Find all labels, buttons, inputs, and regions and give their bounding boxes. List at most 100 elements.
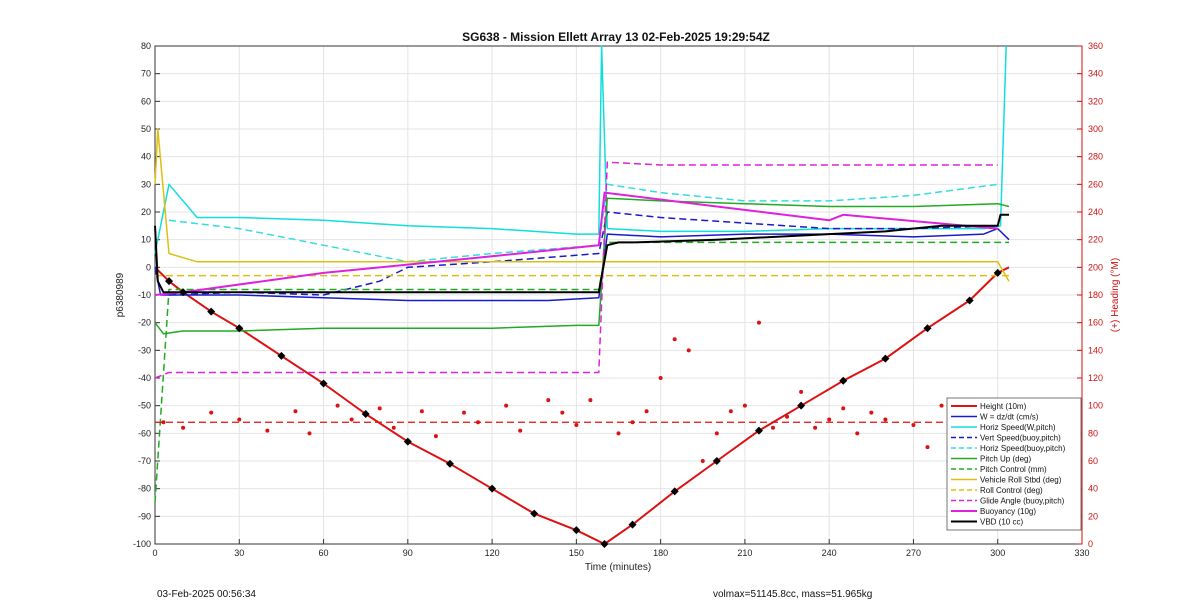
y2-tick-label: 20 <box>1088 511 1098 521</box>
heading-point <box>588 398 593 403</box>
heading-point <box>293 409 298 414</box>
series-line-7 <box>154 128 1010 282</box>
height-marker <box>712 457 721 465</box>
heading-point <box>644 409 649 414</box>
heading-point <box>560 410 565 415</box>
y-tick-label: -80 <box>138 484 151 494</box>
x-tick-label: 120 <box>485 548 500 558</box>
x-tick-label: 60 <box>319 548 329 558</box>
y-ticks: -100-90-80-70-60-50-40-30-20-10010203040… <box>133 41 160 549</box>
heading-point <box>799 389 804 394</box>
legend-label-7: Vehicle Roll Stbd (deg) <box>980 476 1062 485</box>
x-tick-label: 0 <box>152 548 157 558</box>
height-marker <box>445 459 454 468</box>
heading-point <box>504 403 509 408</box>
heading-point <box>546 398 551 403</box>
legend-label-5: Pitch Up (deg) <box>980 455 1031 464</box>
y-axis-label: p6380989 <box>115 272 126 317</box>
y2-tick-label: 200 <box>1088 262 1103 272</box>
height-marker <box>488 484 497 493</box>
heading-point <box>433 434 438 439</box>
legend-label-10: Buoyancy (10g) <box>980 507 1036 516</box>
series-line-9 <box>154 161 998 379</box>
heading-layer <box>155 320 1012 463</box>
legend-label-1: W = dz/dt (cm/s) <box>980 413 1039 422</box>
height-marker <box>403 437 412 446</box>
heading-point <box>756 320 761 325</box>
heading-point <box>827 417 832 422</box>
x-tick-label: 300 <box>990 548 1005 558</box>
height-marker <box>923 324 932 333</box>
y-tick-label: 80 <box>141 41 151 51</box>
series-line-5 <box>154 197 1010 335</box>
y-tick-label: -20 <box>138 318 151 328</box>
y2-tick-label: 340 <box>1088 69 1103 79</box>
height-marker <box>600 540 609 548</box>
series-line-10 <box>154 191 998 296</box>
x-ticks: 0 30 60 90 120 150 180 210 240 270 300 330 <box>152 539 1090 558</box>
x-tick-label: 330 <box>1074 548 1089 558</box>
series-line-11 <box>154 213 1009 294</box>
y-tick-label: -10 <box>138 290 151 300</box>
heading-point <box>700 459 705 463</box>
y-tick-label: -60 <box>138 428 151 438</box>
heading-point <box>391 425 396 430</box>
y2-tick-label: 280 <box>1088 152 1103 162</box>
y-tick-label: -50 <box>138 401 151 411</box>
heading-point <box>883 417 888 422</box>
heading-point <box>265 428 270 433</box>
height-marker <box>754 426 763 435</box>
heading-point <box>377 406 382 411</box>
legend-label-3: Vert Speed(buoy,pitch) <box>980 434 1061 443</box>
y-tick-label: 40 <box>141 152 151 162</box>
x-tick-label: 90 <box>403 548 413 558</box>
heading-point <box>349 417 354 422</box>
series-line-2 <box>154 45 1007 254</box>
legend-label-4: Horiz Speed(buoy,pitch) <box>980 444 1066 453</box>
y-tick-label: -90 <box>138 511 151 521</box>
y2-tick-label: 80 <box>1088 428 1098 438</box>
y2-tick-label: 120 <box>1088 373 1103 383</box>
height-marker <box>993 268 1002 277</box>
y-tick-label: -100 <box>133 539 151 549</box>
heading-point <box>307 431 312 436</box>
height-marker <box>881 354 890 363</box>
series-layer <box>154 45 1010 548</box>
y2-tick-label: 100 <box>1088 401 1103 411</box>
height-marker <box>628 520 637 529</box>
y-tick-label: 50 <box>141 124 151 134</box>
y2-tick-label: 140 <box>1088 345 1103 355</box>
heading-point <box>476 420 481 425</box>
height-marker <box>839 376 848 385</box>
height-marker <box>319 379 328 388</box>
height-marker <box>165 277 174 286</box>
heading-point <box>686 348 691 353</box>
height-marker <box>670 487 679 496</box>
y2-tick-label: 60 <box>1088 456 1098 466</box>
heading-point <box>574 423 579 428</box>
height-marker <box>179 288 188 297</box>
heading-point <box>181 425 186 430</box>
x-tick-label: 240 <box>822 548 837 558</box>
height-marker <box>277 351 286 360</box>
height-marker <box>965 296 974 305</box>
y2-tick-label: 260 <box>1088 179 1103 189</box>
y-tick-label: 60 <box>141 96 151 106</box>
y-tick-label: 0 <box>146 262 151 272</box>
legend-label-2: Horiz Speed(W,pitch) <box>980 423 1056 432</box>
heading-point <box>335 403 340 408</box>
legend-label-0: Height (10m) <box>980 402 1027 411</box>
footer-stats: volmax=51145.8cc, mass=51.965kg <box>713 589 873 600</box>
y2-tick-label: 220 <box>1088 235 1103 245</box>
height-marker <box>572 526 581 535</box>
heading-point <box>161 420 166 425</box>
y2-axis-label: (+) Heading (°M) <box>1110 258 1121 332</box>
heading-point <box>911 423 916 428</box>
heading-point <box>518 428 523 433</box>
y2-tick-label: 240 <box>1088 207 1103 217</box>
heading-point <box>728 409 733 414</box>
y2-tick-label: 320 <box>1088 96 1103 106</box>
grid <box>154 45 1083 545</box>
y2-tick-label: 360 <box>1088 41 1103 51</box>
